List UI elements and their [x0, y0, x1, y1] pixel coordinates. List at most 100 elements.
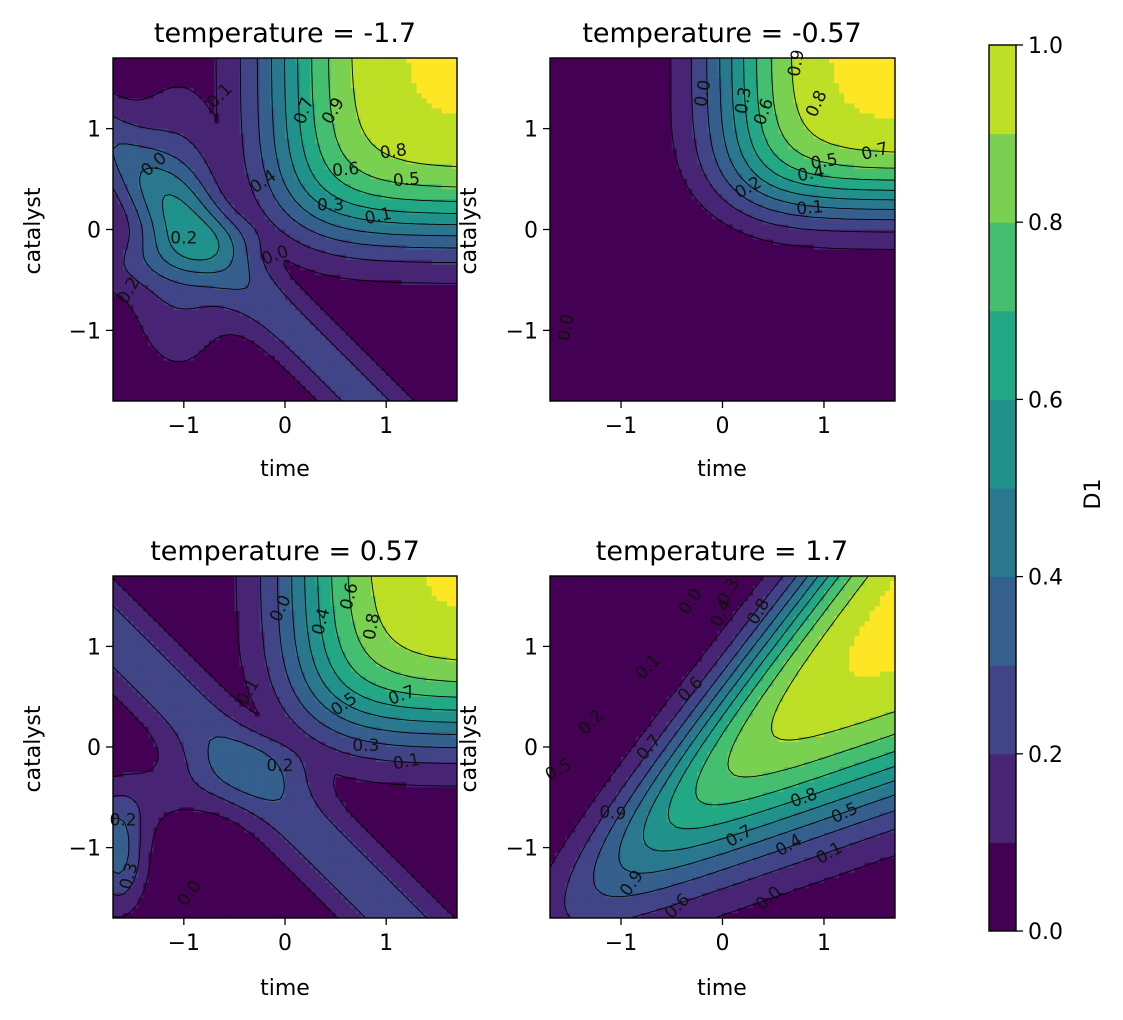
contour-cell: [441, 330, 448, 337]
contour-cell: [113, 330, 119, 337]
contour-cell: [345, 295, 352, 301]
contour-cell: [264, 118, 271, 125]
contour-cell: [411, 340, 418, 347]
contour-cell: [259, 259, 266, 266]
contour-cell: [274, 264, 281, 271]
contour-cell: [446, 219, 453, 226]
contour-cell: [279, 103, 286, 110]
contour-cell: [128, 118, 134, 125]
contour-cell: [555, 224, 561, 231]
contour-cell: [416, 199, 423, 205]
contour-cell: [264, 63, 271, 69]
contour-cell: [426, 158, 433, 165]
contour-cell: [229, 83, 236, 89]
contour-cell: [138, 254, 144, 261]
contour-cell: [446, 360, 453, 367]
contour-cell: [560, 138, 566, 145]
contour-cell: [345, 340, 352, 347]
contour-cell: [259, 279, 266, 286]
contour-cell: [133, 350, 139, 357]
contour-cell: [274, 68, 281, 74]
contour-cell: [219, 385, 225, 392]
contour-cell: [234, 370, 241, 377]
contour-cell: [269, 284, 276, 291]
contour-cell: [426, 365, 433, 372]
contour-cell: [224, 365, 230, 372]
contour-cell: [209, 128, 215, 135]
contour-cell: [451, 310, 457, 316]
contour-cell: [360, 385, 367, 392]
contour-cell: [290, 108, 296, 115]
contour-cell: [310, 229, 316, 236]
contour-cell: [560, 93, 566, 99]
contour-cell: [214, 244, 220, 251]
contour-cell: [264, 340, 271, 347]
contour-cell: [315, 194, 322, 200]
contour-cell: [345, 209, 352, 215]
contour-cell: [224, 199, 230, 205]
contour-cell: [345, 390, 352, 397]
contour-cell: [274, 214, 281, 221]
contour-cell: [274, 58, 281, 64]
contour-cell: [411, 335, 418, 342]
contour-cell: [365, 143, 372, 150]
contour-cell: [570, 320, 576, 326]
contour-cell: [386, 325, 392, 331]
contour-cell: [209, 295, 215, 301]
contour-cell: [188, 234, 195, 241]
contour-cell: [244, 244, 251, 251]
contour-cell: [214, 199, 220, 205]
contour-cell: [305, 345, 311, 352]
contour-cell: [274, 390, 281, 397]
contour-cell: [234, 184, 241, 190]
contour-cell: [355, 179, 362, 185]
contour-cell: [254, 249, 261, 256]
contour-cell: [391, 360, 397, 367]
contour-cell: [244, 310, 251, 316]
contour-cell: [285, 370, 291, 377]
contour-cell: [209, 153, 215, 160]
contour-cell: [371, 345, 377, 352]
contour-cell: [254, 204, 261, 210]
contour-cell: [168, 204, 175, 210]
contour-cell: [188, 128, 195, 135]
contour-cell: [138, 98, 144, 104]
contour-cell: [565, 355, 571, 362]
contour-cell: [168, 128, 175, 135]
contour-cell: [113, 340, 119, 347]
contour-cell: [376, 305, 382, 311]
contour-cell: [244, 163, 251, 170]
contour-cell: [310, 179, 316, 185]
contour-cell: [123, 88, 129, 94]
contour-cell: [570, 219, 576, 226]
contour-cell: [183, 179, 190, 185]
contour-cell: [555, 184, 561, 190]
contour-cell: [335, 118, 342, 125]
contour-cell: [244, 118, 251, 125]
contour-cell: [565, 163, 571, 170]
contour-cell: [416, 269, 423, 276]
contour-cell: [188, 239, 195, 246]
contour-cell: [163, 73, 170, 79]
contour-cell: [123, 264, 129, 271]
contour-cell: [163, 335, 170, 342]
contour-cell: [259, 63, 266, 69]
contour-cell: [436, 83, 443, 89]
contour-cell: [214, 290, 220, 296]
contour-cell: [168, 315, 175, 321]
contour-cell: [153, 98, 160, 104]
contour-cell: [234, 269, 241, 276]
contour-cell: [315, 345, 322, 352]
contour-cell: [560, 269, 566, 276]
contour-cell: [386, 88, 392, 94]
contour-cell: [128, 335, 134, 342]
contour-cell: [290, 73, 296, 79]
contour-cell: [560, 199, 566, 205]
contour-cell: [173, 300, 180, 306]
contour-cell: [143, 63, 150, 69]
contour-cell: [451, 214, 457, 221]
contour-cell: [300, 214, 306, 221]
contour-cell: [123, 148, 129, 155]
contour-cell: [193, 360, 200, 367]
contour-cell: [335, 315, 342, 321]
